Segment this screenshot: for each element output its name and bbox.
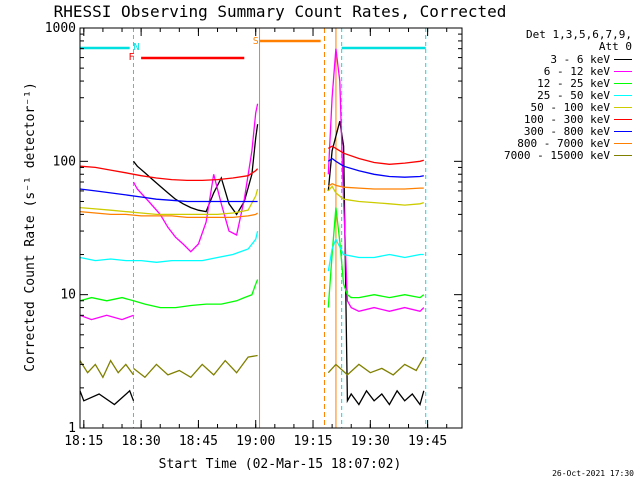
series-line-0-seg-0 (79, 389, 135, 406)
legend-swatch (614, 106, 632, 108)
legend-swatch (614, 154, 632, 156)
legend-label: 100 - 300 keV (523, 112, 610, 126)
series-line-7-seg-0 (79, 210, 258, 219)
legend-item: 100 - 300 keV (462, 112, 632, 126)
x-tick-label: 19:00 (236, 434, 275, 449)
series-line-3-seg-0 (79, 230, 259, 263)
series-line-6-seg-1 (327, 157, 424, 178)
chart-title: RHESSI Observing Summary Count Rates, Co… (54, 2, 507, 21)
series-line-8-seg-2 (327, 356, 425, 376)
annotation-f: F (129, 52, 135, 63)
legend-swatch (614, 142, 632, 144)
series-line-5-seg-0 (79, 165, 259, 182)
series-line-1-seg-2 (327, 48, 425, 313)
series-line-2-seg-1 (133, 279, 259, 309)
legend-item: 6 - 12 keV (462, 64, 632, 78)
legend-header-2: Att 0 (598, 40, 632, 53)
series-layer (79, 48, 425, 406)
legend-label: 50 - 100 keV (530, 100, 610, 114)
legend-swatch (614, 82, 632, 84)
legend-item: 12 - 25 keV (462, 76, 632, 90)
y-axis-label: Corrected Count Rate (s⁻¹ detector⁻¹) (23, 82, 38, 372)
series-line-2-seg-2 (327, 207, 425, 308)
series-line-4-seg-1 (327, 185, 424, 206)
legend-label: 7000 - 15000 keV (504, 148, 610, 162)
series-line-1-seg-0 (79, 314, 134, 321)
legend-label: 300 - 800 keV (523, 124, 610, 138)
annotation-s: S (253, 36, 259, 47)
legend-item: 300 - 800 keV (462, 124, 632, 138)
legend-label: 25 - 50 keV (537, 88, 610, 102)
legend-item: 3 - 6 keV (462, 52, 632, 66)
series-line-6-seg-0 (79, 188, 258, 203)
x-tick-label: 19:30 (351, 434, 390, 449)
legend-item: 50 - 100 keV (462, 100, 632, 114)
y-tick-label: 1000 (45, 21, 76, 36)
series-line-8-seg-0 (79, 359, 135, 379)
x-tick-label: 18:45 (179, 434, 218, 449)
axes: 18:15 18:30 18:45 19:00 19:15 19:30 19:45 1 10 10… (45, 21, 463, 449)
legend-swatch (614, 130, 632, 132)
timestamp-footer: 26-Oct-2021 17:30 (552, 469, 634, 478)
legend-entries: 3 - 6 keV 6 - 12 keV 12 - 25 keV 25 - 50 ke… (462, 52, 632, 162)
x-tick-label: 19:45 (408, 434, 447, 449)
legend-item: 25 - 50 keV (462, 88, 632, 102)
legend-swatch (614, 118, 632, 120)
series-line-3-seg-1 (327, 237, 424, 272)
y-tick-label: 10 (60, 288, 76, 303)
series-line-4-seg-0 (79, 188, 259, 216)
y-tick-label: 100 (53, 154, 76, 169)
legend-label: 12 - 25 keV (537, 76, 610, 90)
legend-label: 3 - 6 keV (550, 52, 610, 66)
legend-item: 800 - 7000 keV (462, 136, 632, 150)
annotation-n: N (134, 42, 140, 53)
series-line-5-seg-1 (327, 145, 424, 165)
legend-swatch (614, 70, 632, 72)
series-line-7-seg-1 (327, 182, 424, 190)
x-axis-label: Start Time (02-Mar-15 18:07:02) (159, 457, 402, 472)
legend-label: 6 - 12 keV (543, 64, 610, 78)
annotation-layer: NF S (80, 28, 427, 428)
legend: Det 1,3,5,6,7,9, Att 0 3 - 6 keV 6 - 12 k… (462, 28, 632, 162)
series-line-2-seg-0 (79, 296, 134, 302)
y-tick-label: 1 (68, 421, 76, 436)
plot-frame (79, 27, 463, 429)
x-tick-label: 18:30 (122, 434, 161, 449)
series-line-1-seg-1 (132, 103, 259, 253)
legend-label: 800 - 7000 keV (517, 136, 610, 150)
series-line-8-seg-1 (133, 354, 258, 379)
legend-swatch (614, 94, 632, 96)
x-tick-label: 18:15 (64, 434, 103, 449)
legend-swatch (614, 58, 632, 60)
legend-item: 7000 - 15000 keV (462, 148, 632, 162)
x-tick-label: 19:15 (293, 434, 332, 449)
legend-header-1: Det 1,3,5,6,7,9, (526, 28, 632, 41)
